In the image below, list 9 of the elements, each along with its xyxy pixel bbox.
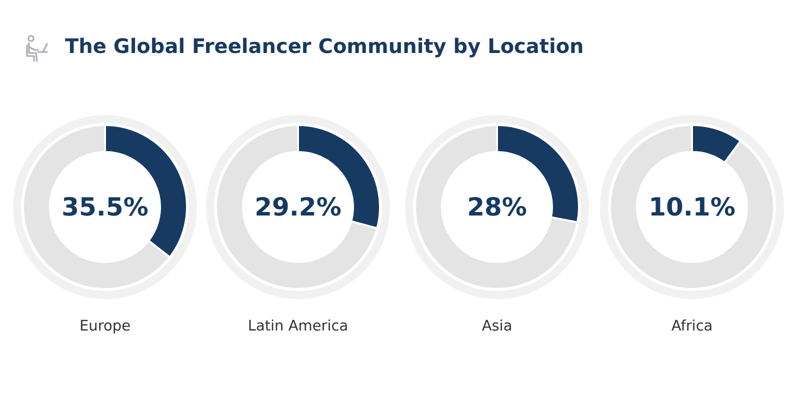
text: Africa bbox=[671, 318, 713, 334]
text: Latin America bbox=[248, 318, 348, 334]
text: Europe bbox=[80, 318, 131, 334]
text: The Global Freelancer Community by Location bbox=[65, 34, 584, 58]
data-label: 35.5% bbox=[62, 192, 148, 222]
text: Asia bbox=[482, 318, 512, 334]
data-label: 10.1% bbox=[648, 192, 736, 222]
data-label: 29.2% bbox=[254, 192, 342, 222]
data-label: 28% bbox=[467, 192, 527, 222]
